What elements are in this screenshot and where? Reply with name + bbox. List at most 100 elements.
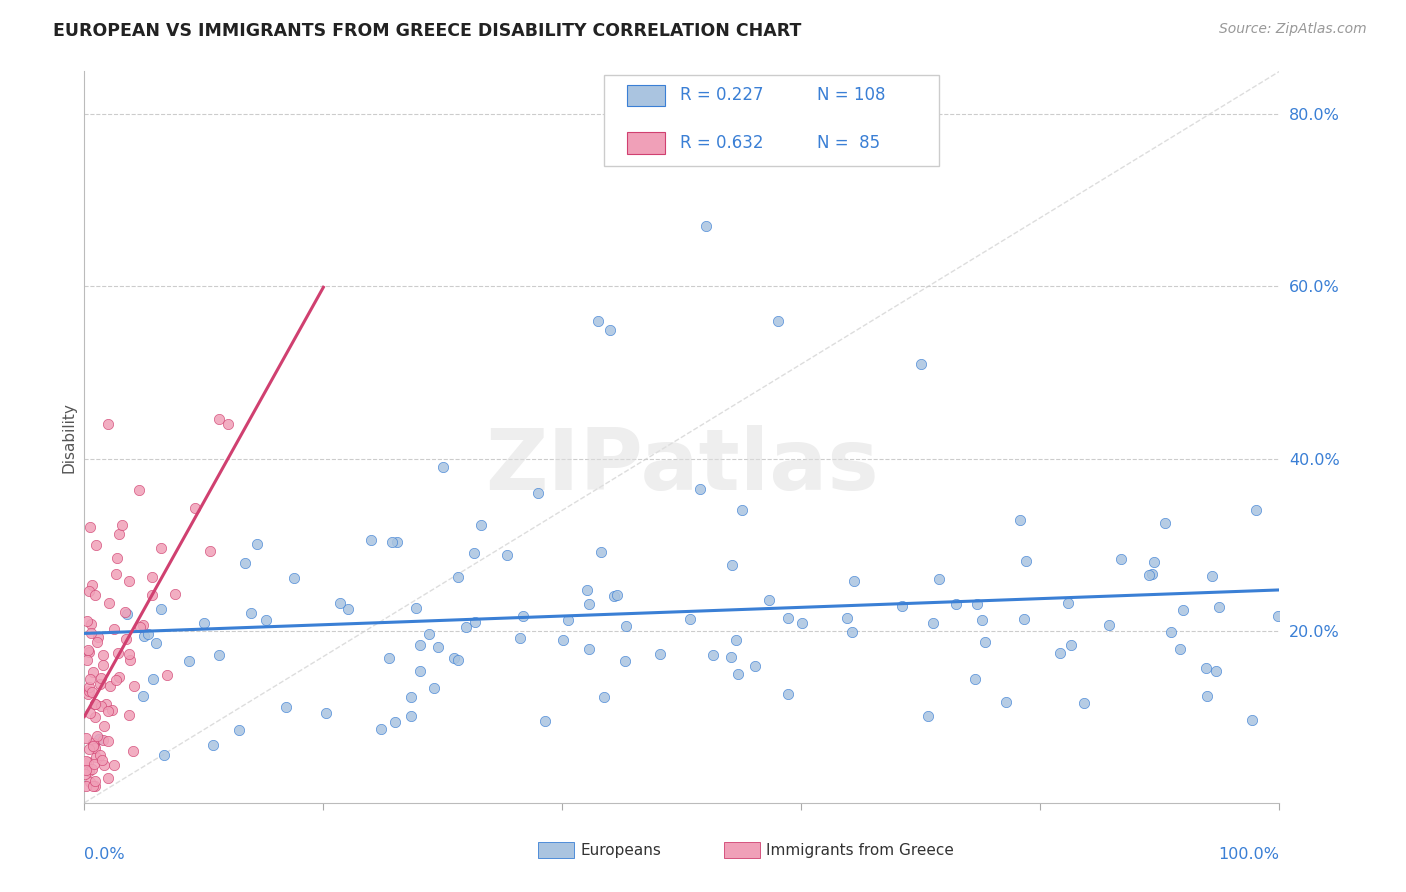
- Point: [132, 689, 155, 703]
- Point: [246, 537, 269, 551]
- Point: [792, 615, 814, 630]
- Point: [75, 754, 97, 768]
- Point: [184, 501, 207, 516]
- Point: [86, 538, 108, 552]
- Point: [1015, 554, 1038, 568]
- Point: [177, 654, 200, 668]
- Point: [145, 636, 167, 650]
- Point: [837, 611, 859, 625]
- Point: [427, 640, 450, 654]
- Point: [77, 742, 100, 756]
- Text: R = 0.227: R = 0.227: [679, 87, 763, 104]
- Point: [86, 630, 108, 644]
- Point: [103, 622, 125, 636]
- Point: [82, 685, 104, 699]
- Point: [1056, 596, 1078, 610]
- Point: [103, 757, 125, 772]
- Point: [98, 679, 121, 693]
- Point: [91, 657, 114, 672]
- Point: [79, 683, 101, 698]
- Point: [76, 755, 98, 769]
- Point: [744, 658, 766, 673]
- Point: [83, 741, 105, 756]
- Text: 100.0%: 100.0%: [1219, 847, 1279, 862]
- Point: [447, 653, 470, 667]
- Point: [446, 570, 468, 584]
- Point: [228, 723, 250, 737]
- Point: [1171, 603, 1194, 617]
- Point: [776, 687, 799, 701]
- Point: [90, 698, 112, 713]
- Point: [1160, 624, 1182, 639]
- Point: [966, 597, 988, 611]
- Point: [399, 709, 422, 723]
- Point: [720, 650, 742, 665]
- Point: [844, 574, 866, 589]
- Point: [107, 670, 129, 684]
- Point: [254, 613, 277, 627]
- Point: [603, 590, 626, 604]
- Point: [111, 517, 134, 532]
- Point: [207, 648, 229, 662]
- Text: R = 0.632: R = 0.632: [679, 134, 763, 152]
- Point: [163, 587, 186, 601]
- Point: [360, 533, 382, 548]
- Point: [149, 602, 172, 616]
- Point: [387, 534, 409, 549]
- Point: [1137, 568, 1160, 582]
- Point: [82, 665, 104, 680]
- Point: [721, 558, 744, 573]
- Point: [456, 619, 478, 633]
- Point: [378, 650, 401, 665]
- Point: [93, 758, 115, 772]
- Point: [84, 710, 107, 724]
- Text: ZIPatlas: ZIPatlas: [485, 425, 879, 508]
- Point: [1170, 642, 1192, 657]
- Point: [141, 570, 163, 584]
- FancyBboxPatch shape: [627, 85, 665, 106]
- Point: [370, 722, 392, 736]
- Point: [702, 648, 724, 662]
- Point: [276, 699, 298, 714]
- Point: [75, 766, 97, 780]
- Point: [84, 697, 107, 711]
- Point: [495, 548, 517, 562]
- Point: [470, 518, 492, 533]
- Point: [82, 578, 104, 592]
- Point: [118, 647, 141, 661]
- Point: [105, 673, 128, 687]
- Point: [1073, 696, 1095, 710]
- Point: [965, 673, 987, 687]
- Point: [464, 615, 486, 630]
- Point: [766, 314, 789, 328]
- Point: [96, 697, 118, 711]
- Point: [384, 715, 406, 730]
- Point: [87, 731, 110, 746]
- Point: [136, 627, 159, 641]
- Point: [76, 764, 98, 778]
- Point: [117, 574, 139, 589]
- Point: [115, 632, 138, 647]
- Point: [84, 773, 107, 788]
- Point: [93, 719, 115, 733]
- Point: [153, 747, 176, 762]
- Point: [90, 671, 112, 685]
- Point: [1109, 552, 1132, 566]
- Point: [1201, 568, 1223, 582]
- Point: [80, 762, 103, 776]
- Point: [1195, 661, 1218, 675]
- Point: [463, 546, 485, 560]
- Point: [217, 417, 239, 432]
- Point: [86, 635, 108, 649]
- Point: [75, 779, 97, 793]
- Point: [578, 641, 600, 656]
- Point: [79, 706, 101, 721]
- Point: [613, 654, 636, 668]
- Point: [606, 588, 628, 602]
- Point: [97, 417, 120, 432]
- Point: [945, 597, 967, 611]
- Point: [235, 556, 257, 570]
- Point: [1240, 714, 1263, 728]
- Text: EUROPEAN VS IMMIGRANTS FROM GREECE DISABILITY CORRELATION CHART: EUROPEAN VS IMMIGRANTS FROM GREECE DISAB…: [53, 22, 801, 40]
- Point: [890, 599, 912, 613]
